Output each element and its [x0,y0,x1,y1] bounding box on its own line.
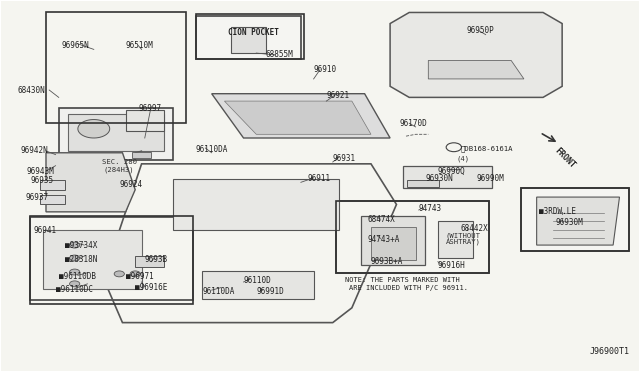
Circle shape [130,271,140,277]
Text: 9693B: 9693B [145,255,168,264]
Text: 96110DA: 96110DA [196,145,228,154]
Text: 96990M: 96990M [476,174,504,183]
Text: 96990Q: 96990Q [438,167,466,176]
Circle shape [70,242,80,248]
Text: 96943M: 96943M [27,167,54,176]
Circle shape [70,269,80,275]
Polygon shape [390,13,562,97]
Text: J96900T1: J96900T1 [589,347,629,356]
Text: 68430N: 68430N [17,86,45,94]
Circle shape [70,281,80,287]
Text: 96937: 96937 [26,193,49,202]
Bar [46,13,186,123]
Text: 96910: 96910 [314,65,337,74]
Bar [371,227,415,260]
Text: ■96110DB: ■96110DB [59,272,96,281]
Text: 96941: 96941 [33,226,56,235]
Bar [196,14,304,59]
Polygon shape [173,179,339,230]
Bar [30,215,193,304]
Text: (4): (4) [457,155,470,161]
Polygon shape [537,197,620,245]
Polygon shape [78,119,109,138]
Text: 96930N: 96930N [425,174,453,183]
Polygon shape [428,61,524,79]
Circle shape [114,271,124,277]
Text: ■96971: ■96971 [125,272,154,281]
Bar [43,230,141,289]
Text: 94743: 94743 [419,203,442,213]
Text: CION POCKET: CION POCKET [228,28,278,37]
Text: 68442X: 68442X [460,224,488,233]
Polygon shape [225,101,371,134]
Text: 94743+A: 94743+A [368,235,400,244]
FancyBboxPatch shape [521,188,629,251]
Text: 96170D: 96170D [399,119,428,128]
Circle shape [70,255,80,261]
Text: ■93734X: ■93734X [65,241,97,250]
Bar [40,180,65,190]
Text: (WITHOUT: (WITHOUT [446,232,481,239]
Bar [362,215,425,265]
Text: 96965N: 96965N [62,41,90,50]
Text: ARE INCLUDED WITH P/C 96911.: ARE INCLUDED WITH P/C 96911. [349,285,468,291]
Polygon shape [46,153,135,212]
Bar [336,201,489,273]
Polygon shape [125,110,164,131]
Polygon shape [403,166,492,188]
Text: FRONT: FRONT [552,146,577,170]
Text: ■96110DC: ■96110DC [56,285,93,294]
Text: 96911: 96911 [307,174,330,183]
Text: 96924: 96924 [119,180,142,189]
Bar [438,221,473,258]
Text: 96950P: 96950P [467,26,494,35]
Text: 96991D: 96991D [256,287,284,296]
Text: 96921: 96921 [326,91,349,100]
Text: ■3RDW.LE: ■3RDW.LE [538,207,575,217]
Bar [40,195,65,205]
Text: 96935: 96935 [30,176,53,185]
Bar [135,256,164,267]
Text: NOTE: THE PARTS MARKED WITH: NOTE: THE PARTS MARKED WITH [346,277,460,283]
FancyBboxPatch shape [196,16,301,59]
Text: 96110DA: 96110DA [202,287,234,296]
Text: 96930M: 96930M [556,218,584,227]
Text: 96510M: 96510M [125,41,154,50]
Bar [521,188,629,251]
Text: SEC. 280: SEC. 280 [102,159,137,165]
Bar [202,271,314,299]
Text: ASHTRAY): ASHTRAY) [446,239,481,246]
Polygon shape [68,114,164,151]
Text: ■96916E: ■96916E [135,283,168,292]
Text: 68474X: 68474X [368,215,396,224]
Text: 96110D: 96110D [244,276,271,285]
Text: 96942N: 96942N [20,147,48,155]
Bar [231,27,266,53]
Text: 96931: 96931 [333,154,356,163]
Bar [406,180,438,187]
Text: (284H3): (284H3) [104,166,134,173]
Text: 68855M: 68855M [266,51,294,60]
FancyBboxPatch shape [59,109,173,160]
Text: 96916H: 96916H [438,261,466,270]
Text: ■28318N: ■28318N [65,255,97,264]
Text: 96997: 96997 [138,104,161,113]
Polygon shape [212,94,390,138]
Bar [132,152,151,158]
Text: ⓈDB168-6161A: ⓈDB168-6161A [460,146,513,153]
Text: 9693B+A: 9693B+A [371,257,403,266]
